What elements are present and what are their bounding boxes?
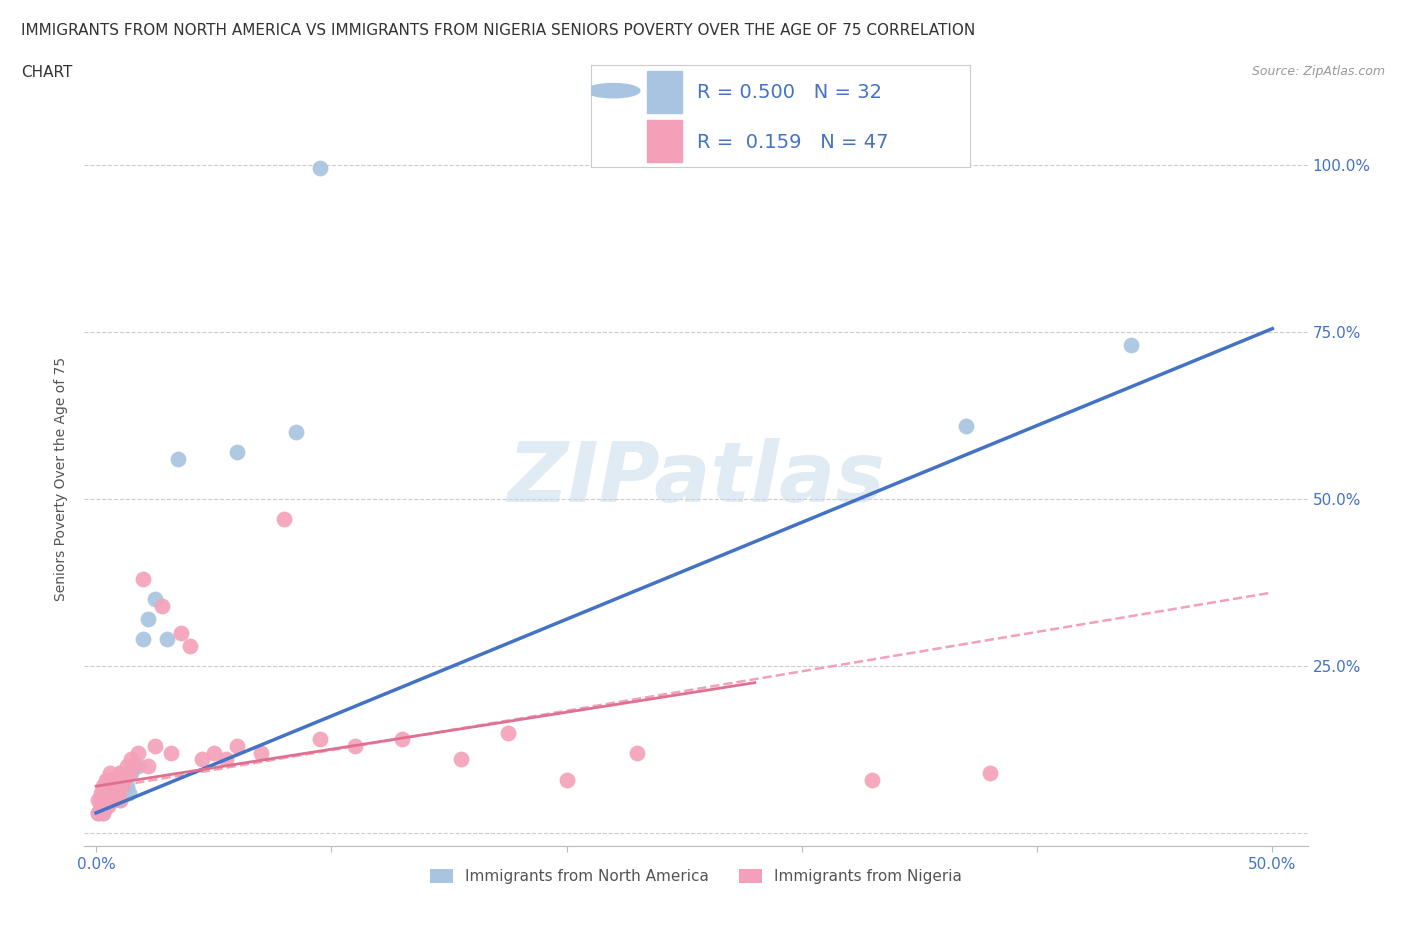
Point xyxy=(450,752,472,767)
Text: ZIPatlas: ZIPatlas xyxy=(508,438,884,520)
Point xyxy=(626,745,648,760)
Point xyxy=(94,778,117,793)
Point xyxy=(101,792,124,807)
Point xyxy=(120,765,142,780)
Point xyxy=(105,786,128,801)
Point xyxy=(136,759,159,774)
Point xyxy=(136,612,159,627)
Text: Source: ZipAtlas.com: Source: ZipAtlas.com xyxy=(1251,65,1385,78)
Text: R = 0.500   N = 32: R = 0.500 N = 32 xyxy=(697,83,882,102)
Point xyxy=(94,792,117,807)
Point xyxy=(115,759,138,774)
Bar xyxy=(647,120,682,163)
Point xyxy=(90,799,112,814)
Point xyxy=(143,591,166,606)
Point xyxy=(179,639,201,654)
Point xyxy=(97,778,120,793)
Circle shape xyxy=(586,84,640,98)
Point xyxy=(101,792,124,807)
Point xyxy=(170,625,193,640)
Point xyxy=(97,792,120,807)
Point xyxy=(108,792,131,807)
Point xyxy=(87,805,110,820)
Point xyxy=(979,765,1001,780)
Point xyxy=(98,786,121,801)
Point xyxy=(214,752,236,767)
Point xyxy=(226,445,249,459)
Point xyxy=(97,772,120,787)
Point xyxy=(118,765,141,780)
Point xyxy=(273,512,295,526)
Point xyxy=(98,786,121,801)
Point xyxy=(94,799,117,814)
Point xyxy=(150,598,173,613)
Point xyxy=(94,772,117,787)
Point xyxy=(105,778,128,793)
Point xyxy=(191,752,214,767)
Point xyxy=(226,738,249,753)
Y-axis label: Seniors Poverty Over the Age of 75: Seniors Poverty Over the Age of 75 xyxy=(55,357,69,601)
Point xyxy=(111,786,134,801)
Point xyxy=(91,805,114,820)
Text: R =  0.159   N = 47: R = 0.159 N = 47 xyxy=(697,133,889,153)
Point xyxy=(108,765,131,780)
Point xyxy=(202,745,225,760)
Point xyxy=(97,799,120,814)
Point xyxy=(132,631,155,646)
Text: CHART: CHART xyxy=(21,65,73,80)
Point xyxy=(112,772,135,787)
Point xyxy=(90,799,112,814)
Legend: Immigrants from North America, Immigrants from Nigeria: Immigrants from North America, Immigrant… xyxy=(423,863,969,890)
Point xyxy=(343,738,366,753)
Point xyxy=(91,778,114,793)
Point xyxy=(104,786,127,801)
Bar xyxy=(647,72,682,113)
Point xyxy=(98,765,121,780)
Point xyxy=(101,772,124,787)
Point xyxy=(108,765,131,780)
Point xyxy=(104,778,127,793)
Point xyxy=(87,805,110,820)
Point xyxy=(101,772,124,787)
Point xyxy=(1121,338,1143,352)
Point xyxy=(496,725,519,740)
Point xyxy=(391,732,413,747)
Point xyxy=(90,786,112,801)
Point xyxy=(115,778,138,793)
Point xyxy=(160,745,183,760)
Point xyxy=(132,572,155,587)
Point xyxy=(308,161,330,176)
Point xyxy=(127,759,149,774)
Point xyxy=(308,732,330,747)
Point xyxy=(156,631,179,646)
Point xyxy=(122,759,145,774)
Point xyxy=(285,425,308,440)
Point xyxy=(249,745,271,760)
Point xyxy=(167,451,190,466)
Point xyxy=(120,752,142,767)
Point xyxy=(91,786,114,801)
Point xyxy=(91,805,114,820)
Point xyxy=(143,738,166,753)
Point xyxy=(112,772,135,787)
Point xyxy=(108,792,131,807)
Point xyxy=(118,786,141,801)
Point xyxy=(860,772,883,787)
Text: IMMIGRANTS FROM NORTH AMERICA VS IMMIGRANTS FROM NIGERIA SENIORS POVERTY OVER TH: IMMIGRANTS FROM NORTH AMERICA VS IMMIGRA… xyxy=(21,23,976,38)
Point xyxy=(111,778,134,793)
Point xyxy=(90,792,112,807)
Point xyxy=(955,418,977,433)
Point xyxy=(555,772,578,787)
Point xyxy=(127,745,149,760)
Point xyxy=(122,759,145,774)
Point xyxy=(87,792,110,807)
